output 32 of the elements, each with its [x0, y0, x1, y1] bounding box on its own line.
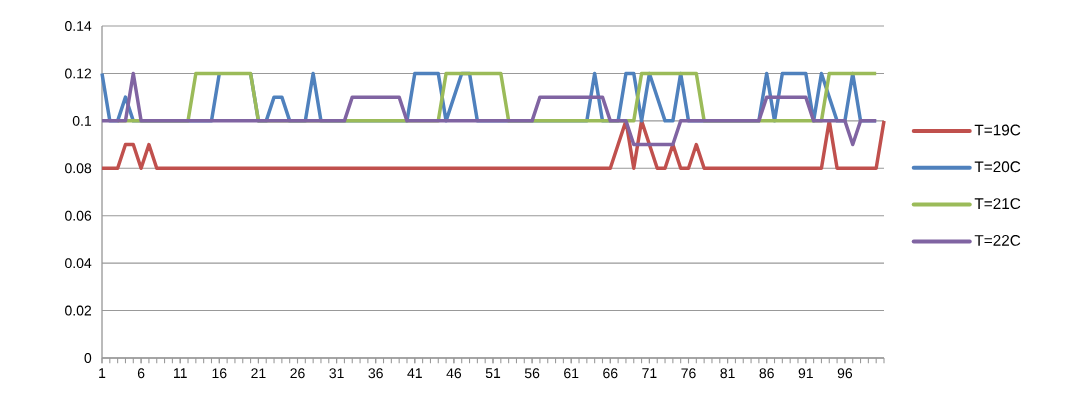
x-tick-label: 91 [798, 368, 813, 379]
y-tick-label: 0.06 [65, 210, 92, 221]
x-tick-label: 71 [642, 368, 657, 378]
legend-label: T=22C [974, 234, 1021, 246]
x-tick-label: 86 [759, 368, 774, 379]
x-tick-label: 81 [720, 368, 735, 379]
x-tick-label: 11 [174, 368, 187, 378]
x-tick-label: 1 [99, 368, 106, 378]
x-tick-label: 26 [290, 368, 305, 379]
x-tick-label: 21 [251, 368, 266, 379]
x-tick-label: 31 [329, 368, 344, 379]
x-tick-label: 56 [524, 368, 540, 379]
x-tick-label: 61 [564, 368, 579, 379]
x-tick-label: 46 [446, 368, 462, 379]
y-tick-label: 0.12 [65, 68, 92, 79]
y-tick-label: 0.14 [65, 21, 92, 31]
y-tick-label: 0 [84, 353, 92, 363]
x-tick-label: 66 [603, 368, 618, 379]
y-tick-label: 0.02 [65, 305, 92, 316]
x-tick-label: 76 [681, 368, 696, 379]
x-tick-label: 36 [368, 368, 383, 379]
x-tick-label: 51 [485, 368, 501, 379]
x-tick-label: 6 [137, 368, 145, 379]
legend-label: T=19C [974, 124, 1021, 136]
y-tick-label: 0.04 [65, 258, 92, 269]
x-tick-label: 96 [837, 368, 853, 379]
y-tick-label: 0.08 [65, 163, 92, 174]
x-tick-label: 16 [212, 368, 227, 379]
y-tick-label: 0.1 [72, 115, 92, 126]
legend-label: T=21C [974, 198, 1021, 210]
x-tick-label: 41 [407, 368, 422, 378]
legend-label: T=20C [974, 161, 1021, 173]
